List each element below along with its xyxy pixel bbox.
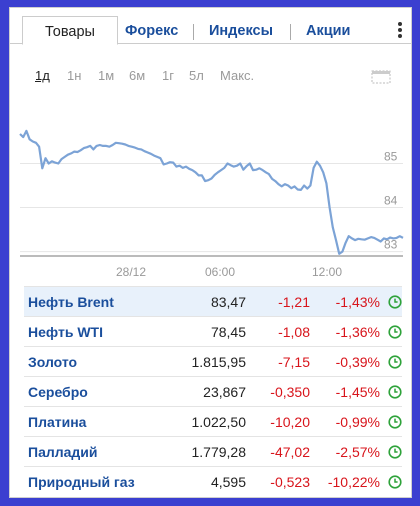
instrument-name-link[interactable]: Серебро [28, 384, 88, 400]
category-tabs: Товары Форекс Индексы Акции [10, 8, 411, 45]
x-tick-label: 12:00 [312, 265, 342, 279]
price-change: -0,350 [270, 384, 310, 400]
percent-change: -10,22% [327, 474, 380, 490]
clock-icon [388, 385, 402, 399]
instrument-name-link[interactable]: Золото [28, 354, 78, 370]
price-change: -1,21 [278, 294, 310, 310]
quote-row[interactable]: Серебро 23,867 -0,350 -1,45% [24, 376, 402, 406]
y-tick-label: 83 [384, 238, 398, 252]
quote-row[interactable]: Природный газ 4,595 -0,523 -10,22% [24, 466, 402, 496]
range-1m[interactable]: 1м [98, 68, 115, 83]
quote-row[interactable]: Нефть WTI 78,45 -1,08 -1,36% [24, 316, 402, 346]
range-1y[interactable]: 1г [162, 68, 174, 83]
x-tick-label: 28/12 [116, 265, 146, 279]
price-change: -1,08 [278, 324, 310, 340]
y-tick-label: 85 [384, 149, 398, 163]
range-max[interactable]: Макс. [220, 68, 255, 83]
tab-forex[interactable]: Форекс [125, 23, 179, 39]
clock-icon [388, 475, 402, 489]
percent-change: -0,99% [335, 414, 380, 430]
quote-row[interactable]: Нефть Brent 83,47 -1,21 -1,43% [24, 286, 402, 316]
x-tick-label: 06:00 [205, 265, 235, 279]
last-price: 1.779,28 [191, 444, 247, 460]
instrument-name-link[interactable]: Платина [28, 414, 87, 430]
range-5y[interactable]: 5л [189, 68, 204, 83]
clock-icon [388, 325, 402, 339]
last-price: 1.022,50 [191, 414, 247, 430]
instrument-name-link[interactable]: Нефть WTI [28, 324, 103, 340]
quotes-table: Нефть Brent 83,47 -1,21 -1,43% Нефть WTI 78,4… [24, 286, 402, 496]
percent-change: -2,57% [335, 444, 380, 460]
price-change: -0,523 [270, 474, 310, 490]
quote-row[interactable]: Платина 1.022,50 -10,20 -0,99% [24, 406, 402, 436]
commodities-widget: Товары Форекс Индексы Акции 1д 1н 1м 6м … [9, 7, 412, 498]
instrument-name-link[interactable]: Палладий [28, 444, 98, 460]
last-price: 23,867 [203, 384, 246, 400]
quote-row[interactable]: Палладий 1.779,28 -47,02 -2,57% [24, 436, 402, 466]
fullscreen-icon[interactable] [371, 69, 391, 84]
price-series-line [19, 129, 404, 255]
clock-icon [388, 415, 402, 429]
price-chart-svg: 85 84 83 28/12 06:00 12:00 [19, 129, 404, 279]
last-price: 1.815,95 [191, 354, 247, 370]
percent-change: -0,39% [335, 354, 380, 370]
range-1d[interactable]: 1д [35, 68, 50, 83]
kebab-menu-icon[interactable] [396, 22, 404, 42]
range-6m[interactable]: 6м [129, 68, 146, 83]
clock-icon [388, 445, 402, 459]
tab-divider [193, 24, 194, 40]
price-change: -7,15 [278, 354, 310, 370]
quote-row[interactable]: Золото 1.815,95 -7,15 -0,39% [24, 346, 402, 376]
tab-indices[interactable]: Индексы [209, 23, 273, 39]
time-range-selector: 1д 1н 1м 6м 1г 5л Макс. [10, 68, 411, 86]
tab-commodities[interactable]: Товары [22, 16, 118, 45]
range-1w[interactable]: 1н [67, 68, 82, 83]
y-tick-label: 84 [384, 194, 398, 208]
percent-change: -1,36% [335, 324, 380, 340]
tab-divider [290, 24, 291, 40]
clock-icon [388, 355, 402, 369]
instrument-name-link[interactable]: Нефть Brent [28, 294, 114, 310]
last-price: 78,45 [210, 324, 246, 340]
last-price: 4,595 [210, 474, 246, 490]
price-change: -47,02 [270, 444, 310, 460]
percent-change: -1,45% [335, 384, 380, 400]
last-price: 83,47 [210, 294, 246, 310]
tab-stocks[interactable]: Акции [306, 23, 351, 39]
percent-change: -1,43% [335, 294, 380, 310]
instrument-name-link[interactable]: Природный газ [28, 474, 135, 490]
clock-icon [388, 295, 402, 309]
price-change: -10,20 [270, 414, 310, 430]
price-chart: 85 84 83 28/12 06:00 12:00 [10, 93, 413, 283]
